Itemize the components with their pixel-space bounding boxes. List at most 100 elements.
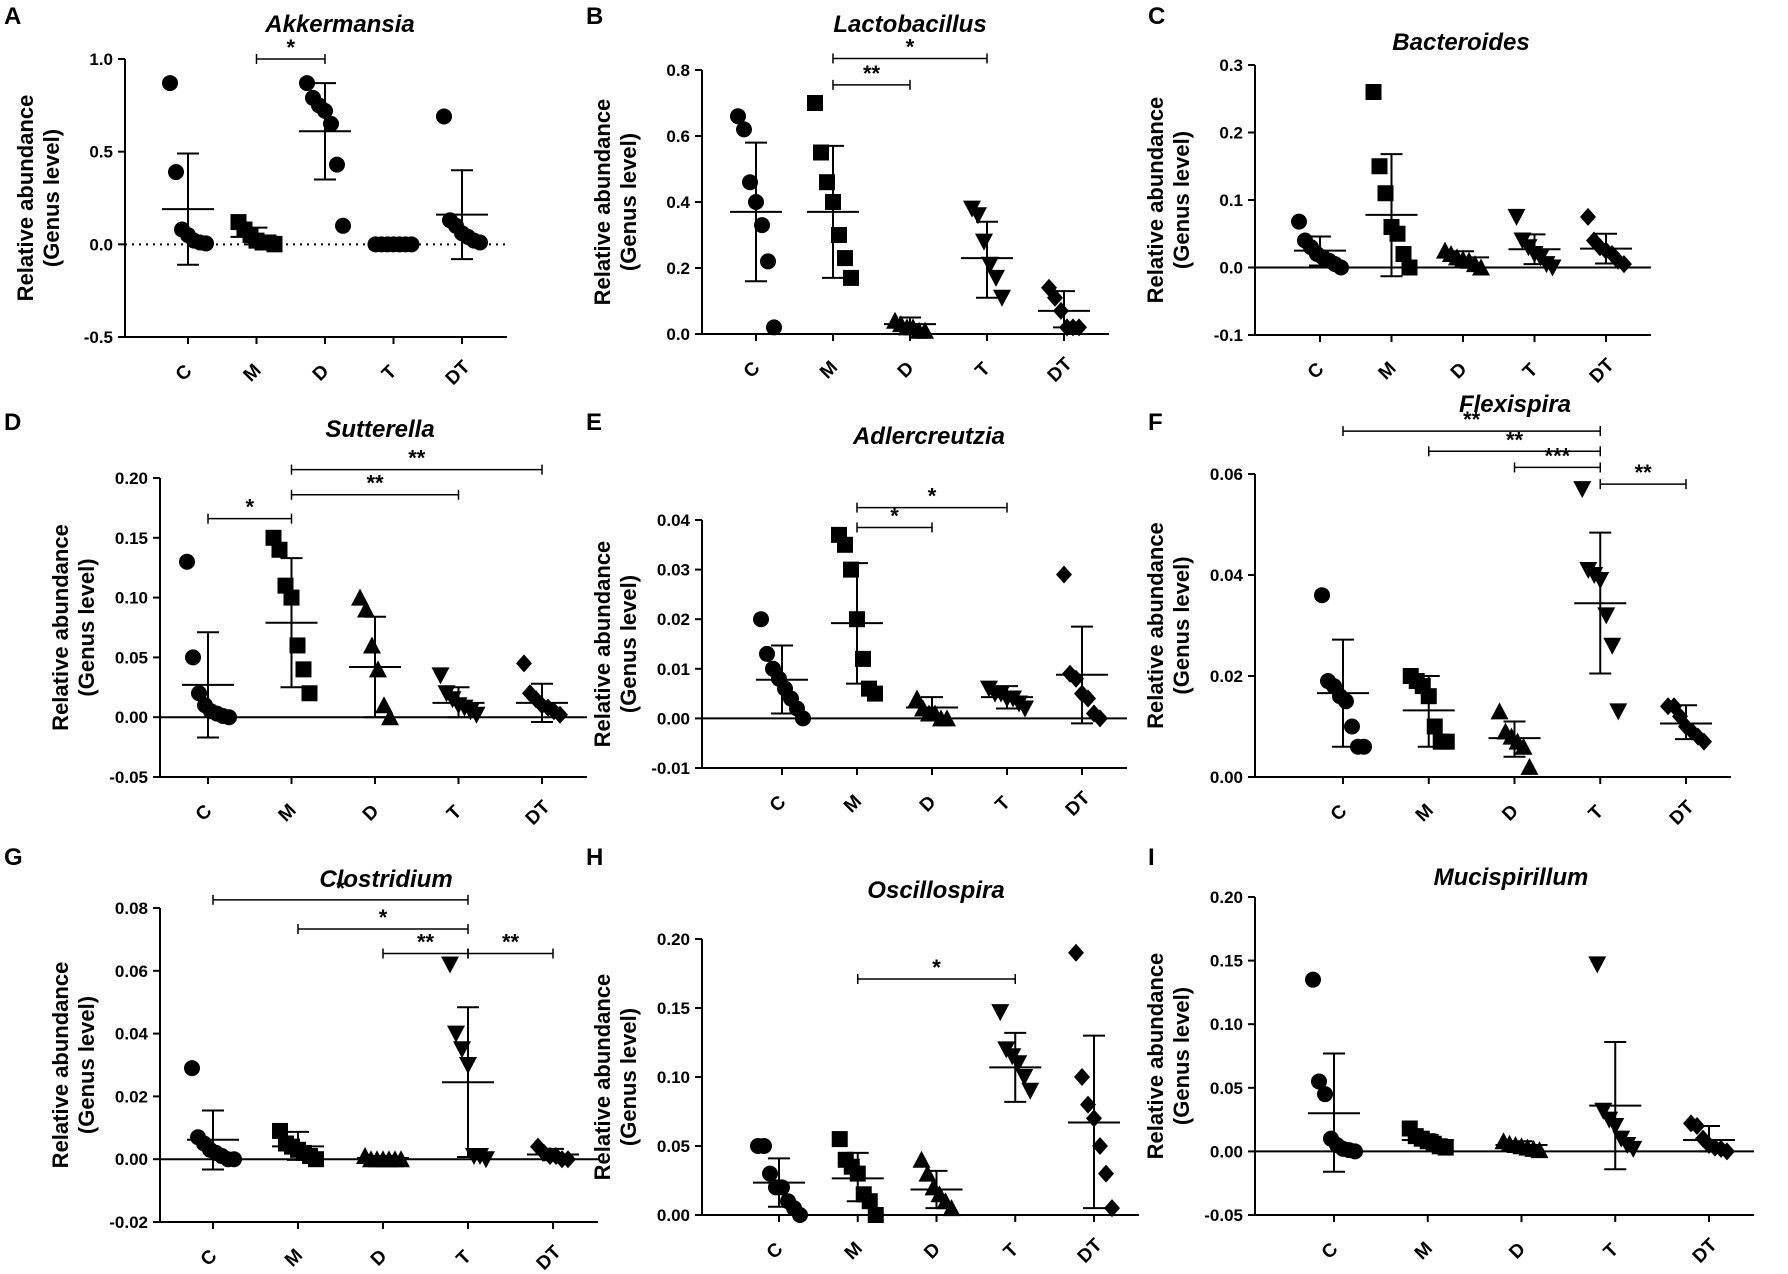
y-tick-label: 0.05 [657, 1137, 690, 1156]
y-axis-label-line1: Relative abundance [1143, 953, 1168, 1160]
data-point [289, 637, 306, 654]
x-tick-label: DT [1689, 1234, 1722, 1267]
data-point [1080, 1095, 1096, 1114]
data-point [185, 649, 201, 666]
x-tick-label: D [920, 1239, 945, 1264]
data-point [1603, 637, 1622, 655]
data-point [942, 1199, 961, 1217]
data-point [1015, 1069, 1034, 1086]
x-tick-label: M [275, 800, 301, 826]
data-point [1520, 757, 1539, 775]
x-tick-label: D [1505, 1239, 1530, 1264]
data-point [1104, 1199, 1120, 1218]
x-tick-label: D [1498, 801, 1523, 826]
data-point [301, 685, 318, 702]
data-point [431, 667, 450, 685]
y-tick-label: 0.0 [89, 235, 113, 254]
y-tick-label: 0.5 [89, 143, 113, 162]
y-tick-label: 0.15 [1210, 952, 1243, 971]
x-tick-label: DT [522, 796, 555, 829]
y-tick-label: 0.3 [1219, 56, 1243, 75]
data-point [730, 108, 746, 125]
x-tick-label: M [281, 1245, 307, 1271]
chart-title: Sutterella [325, 416, 434, 443]
data-point [1098, 1164, 1114, 1183]
data-point [1472, 258, 1490, 276]
chart-title: Adlercreutzia [852, 423, 1005, 450]
data-point [357, 600, 375, 618]
data-point [436, 108, 452, 125]
x-tick-label: DT [1044, 353, 1077, 386]
x-tick-label: D [1447, 359, 1472, 384]
x-tick-label: D [367, 1246, 392, 1271]
y-tick-label: 0.04 [115, 1025, 149, 1044]
panel-g: G Clostridium -0.02 0.00 0.02 0.04 0.06 0.08 C M D… [4, 844, 598, 1274]
x-tick-label: M [1412, 800, 1438, 826]
data-point [447, 1025, 465, 1043]
data-point [1347, 1143, 1363, 1160]
significance-label: ** [366, 471, 384, 496]
y-tick-label: 0.04 [657, 511, 691, 530]
panel-letter: I [1148, 844, 1155, 871]
y-tick-label: 0.00 [1210, 768, 1243, 787]
y-tick-label: 0.2 [666, 259, 690, 278]
x-tick-label: C [763, 1239, 788, 1264]
data-point [1594, 1102, 1613, 1120]
significance-label: * [379, 905, 388, 930]
data-point [916, 321, 934, 339]
data-point [1338, 693, 1354, 710]
data-point [191, 685, 207, 702]
data-point [184, 1060, 200, 1077]
y-tick-label: 0.02 [1210, 667, 1243, 686]
x-tick-label: DT [442, 356, 475, 389]
y-tick-label: 0.00 [115, 1150, 148, 1169]
x-tick-label: C [1327, 801, 1352, 826]
data-point [756, 1138, 772, 1154]
data-point [1514, 737, 1533, 755]
panel-letter: D [4, 409, 21, 436]
data-point [453, 1041, 471, 1059]
y-axis-label-line2: (Genus level) [74, 558, 99, 696]
y-tick-label: 0.0 [1219, 259, 1243, 278]
data-point [938, 709, 956, 727]
y-axis-label-line2: (Genus level) [74, 996, 99, 1134]
panel-letter: A [4, 3, 21, 30]
data-point [271, 541, 288, 558]
y-tick-label: -0.01 [651, 759, 690, 778]
data-point [969, 207, 987, 225]
data-point [843, 269, 859, 286]
y-tick-label: 0.20 [1210, 888, 1243, 907]
data-point [861, 1193, 878, 1210]
x-tick-label: C [766, 792, 791, 817]
data-point [168, 164, 184, 181]
data-point [516, 654, 532, 673]
data-point [162, 75, 178, 92]
significance-label: ** [417, 930, 435, 955]
data-point [1317, 1086, 1333, 1103]
y-tick-label: -0.05 [109, 768, 148, 787]
data-point [762, 1165, 778, 1182]
panel-i: I Mucispirillum -0.05 0.00 0.05 0.10 0.15 0.20 C… [1143, 844, 1754, 1267]
y-axis-label-line1: Relative abundance [13, 95, 38, 302]
data-point [807, 95, 823, 111]
significance-label: ** [408, 446, 426, 471]
x-tick-label: DT [533, 1241, 566, 1274]
data-point [1071, 318, 1087, 337]
data-point [1080, 689, 1096, 708]
x-tick-label: T [992, 792, 1015, 815]
y-tick-label: 0.08 [115, 899, 148, 918]
significance-label: * [286, 35, 295, 60]
data-point [308, 1151, 324, 1168]
data-point [837, 536, 853, 553]
data-point [1074, 1068, 1090, 1086]
data-point [1056, 565, 1072, 584]
data-point [1609, 703, 1628, 721]
data-point [1092, 1137, 1108, 1155]
data-point [987, 269, 1005, 287]
y-tick-label: 0.10 [1210, 1015, 1243, 1034]
data-point [742, 174, 758, 191]
data-point [792, 1207, 808, 1223]
